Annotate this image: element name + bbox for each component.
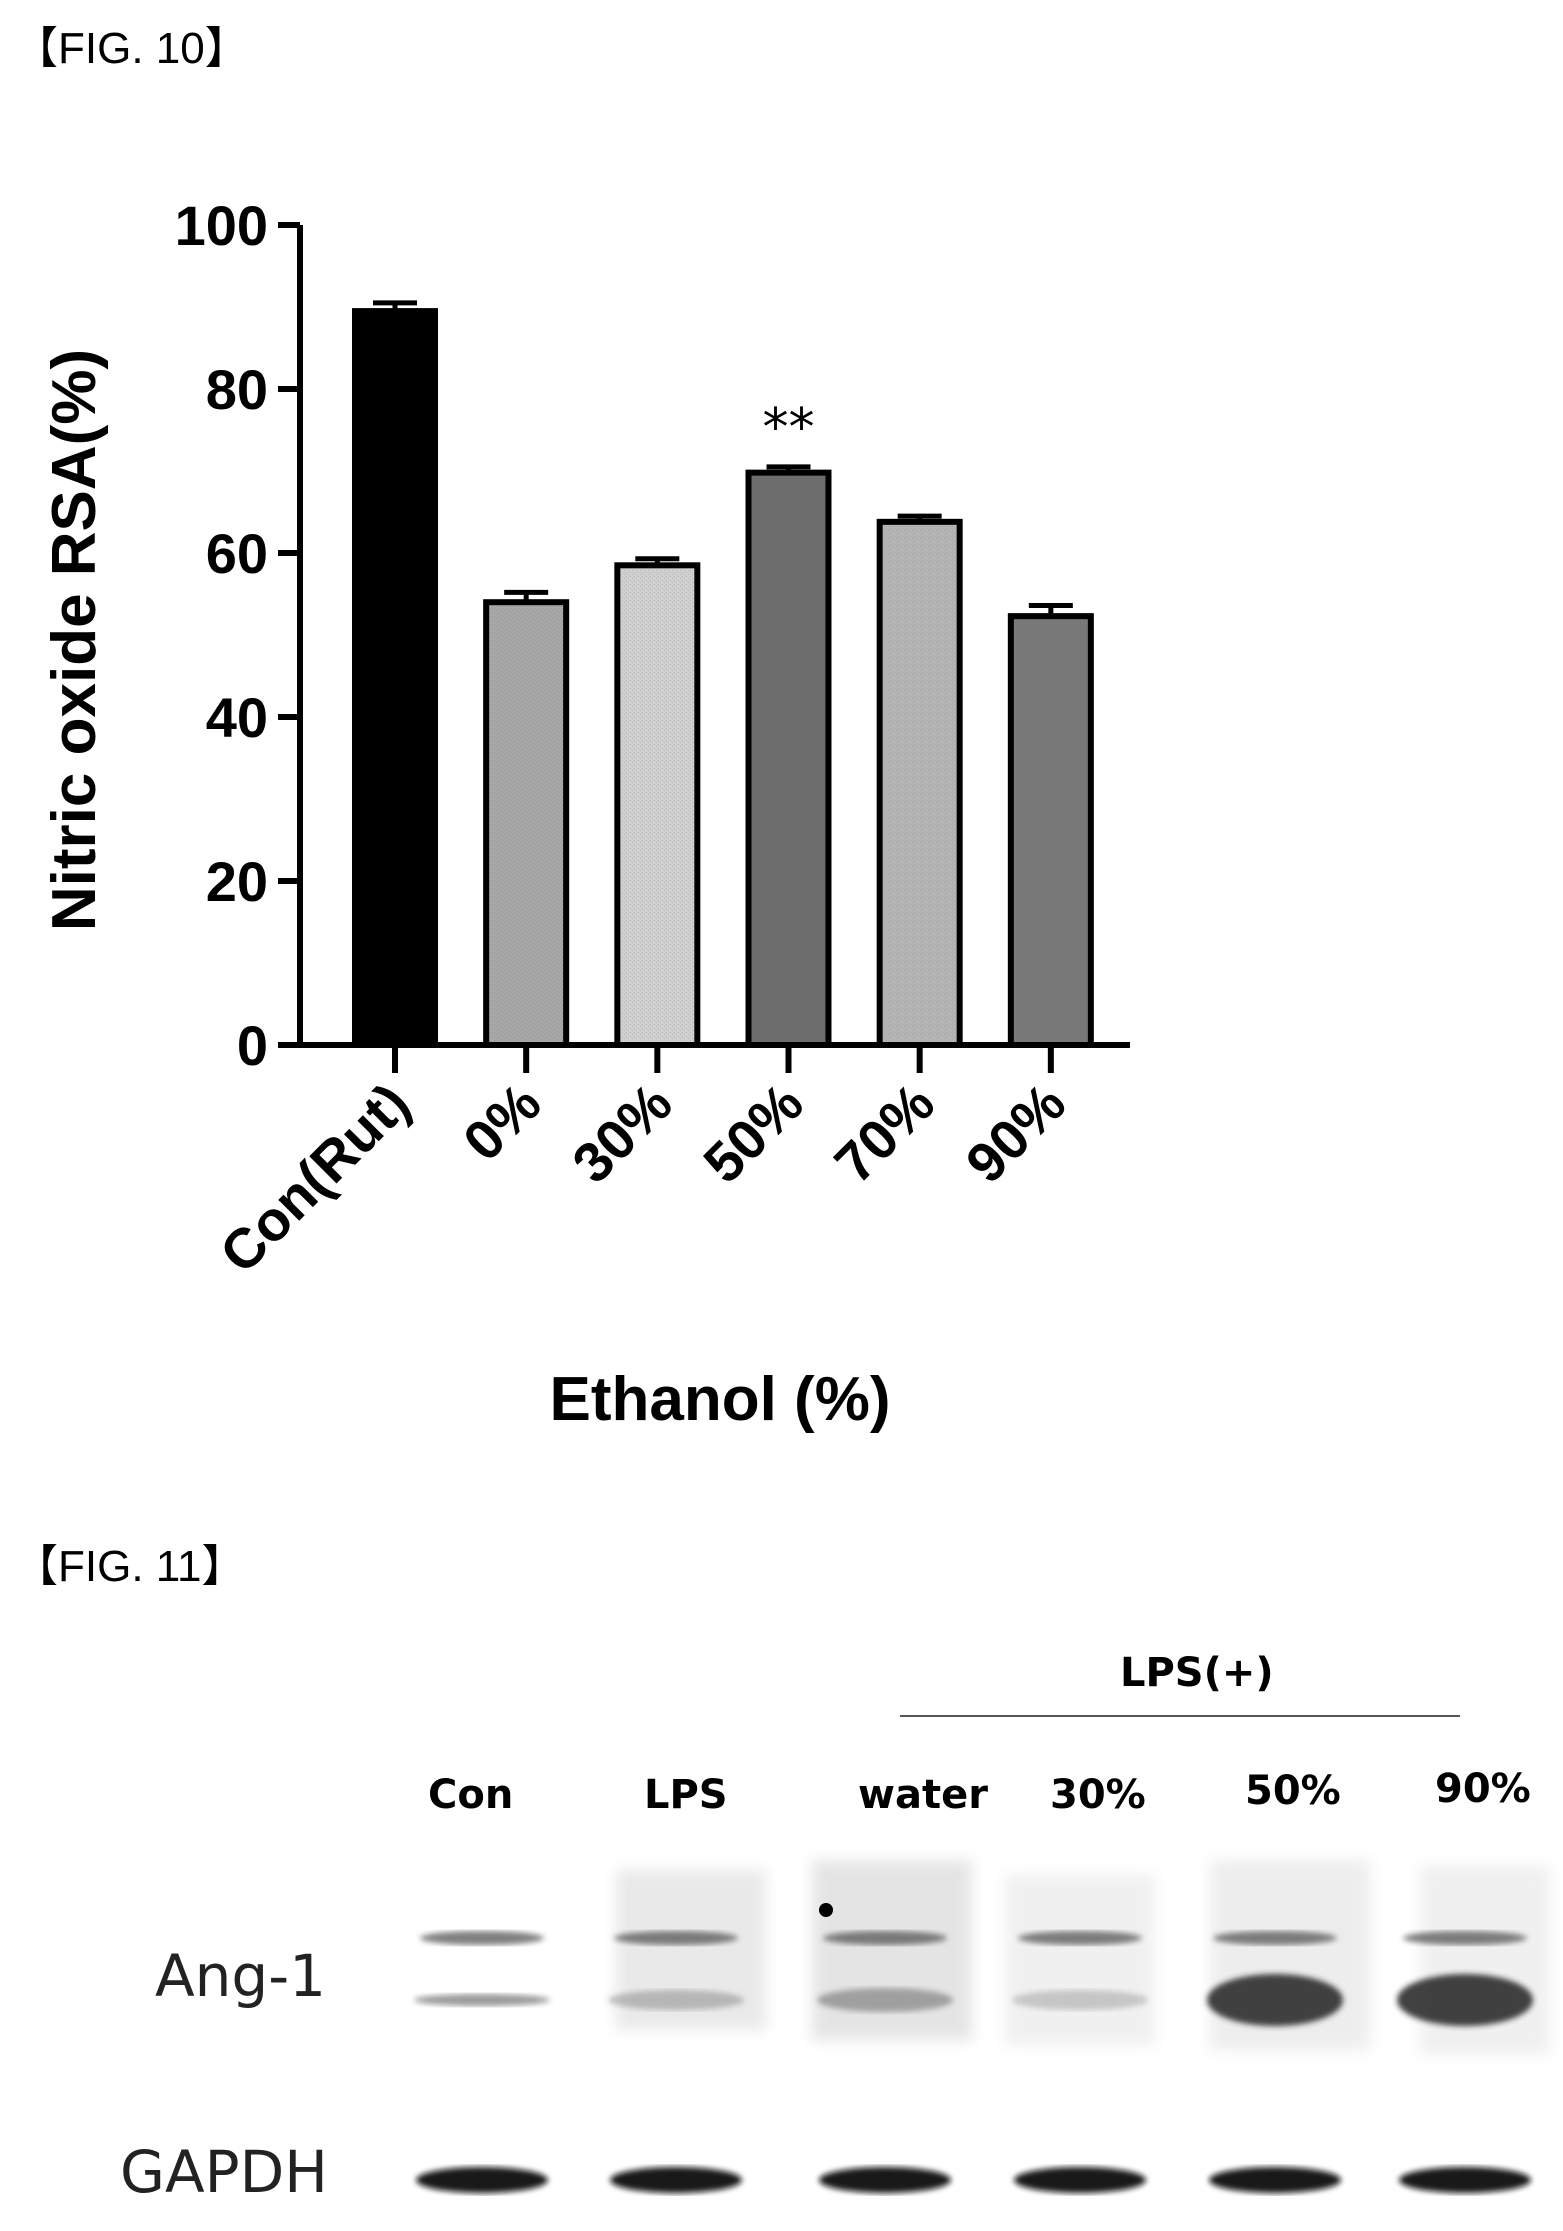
lane-label-water: water [858,1772,988,1818]
blot-smudge [1420,1865,1550,2055]
gapdh-band [1014,2167,1146,2193]
y-tick-label: 20 [206,850,268,913]
figure-11-label: 【FIG. 11】 [14,1542,246,1591]
ang1-lower-band [1012,1990,1148,2010]
gapdh-band [1399,2167,1531,2193]
significance-label: ** [763,398,815,458]
blot-smudge [1005,1875,1155,2045]
y-tick-label: 40 [206,686,268,749]
figure-10-label: 【FIG. 10】 [14,24,249,73]
ang1-upper-band [1403,1931,1527,1945]
gapdh-band [819,2167,951,2193]
gapdh-band [1209,2167,1341,2193]
lane-label-50: 50% [1245,1768,1341,1814]
y-tick-label: 0 [237,1014,268,1077]
ang1-lower-band [1207,1974,1343,2026]
ang1-lower-band [608,1990,744,2010]
x-axis-title: Ethanol (%) [550,1365,891,1434]
y-tick-label: 60 [206,522,268,585]
row-label-gapdh: GAPDH [120,2138,328,2206]
lps-group-label: LPS(+) [1120,1650,1274,1696]
lane-label-90: 90% [1435,1766,1531,1812]
lane-label-30: 30% [1050,1772,1146,1818]
ang1-upper-band [1213,1931,1337,1945]
bar-texture [748,472,829,1045]
bars: ** [352,300,1094,1049]
y-tick-label: 80 [206,358,268,421]
bar-texture [879,521,960,1045]
y-axis: 0 20 40 60 80 100 [175,194,303,1077]
ang1-upper-band [823,1931,947,1945]
gapdh-band [610,2167,742,2193]
row-label-ang1: Ang-1 [155,1942,327,2010]
ang1-lower-band [414,1994,550,2006]
blot-spot [819,1903,833,1917]
y-tick-label: 100 [175,194,268,257]
blot-bands [414,1860,1550,2193]
gapdh-band [416,2167,548,2193]
y-axis-title: Nitric oxide RSA(%) [40,349,109,931]
blot-smudge [812,1860,972,2040]
ang1-lower-band [1397,1974,1533,2026]
ang1-upper-band [1018,1931,1142,1945]
ang1-upper-band [420,1931,544,1945]
bar [352,308,438,1049]
lane-label-lps: LPS [644,1772,728,1818]
bar-texture [486,602,567,1045]
bar-texture [1010,616,1091,1045]
ang1-upper-band [614,1931,738,1945]
lane-label-con: Con [428,1772,514,1818]
ang1-lower-band [817,1988,953,2012]
bar-texture [617,565,698,1045]
